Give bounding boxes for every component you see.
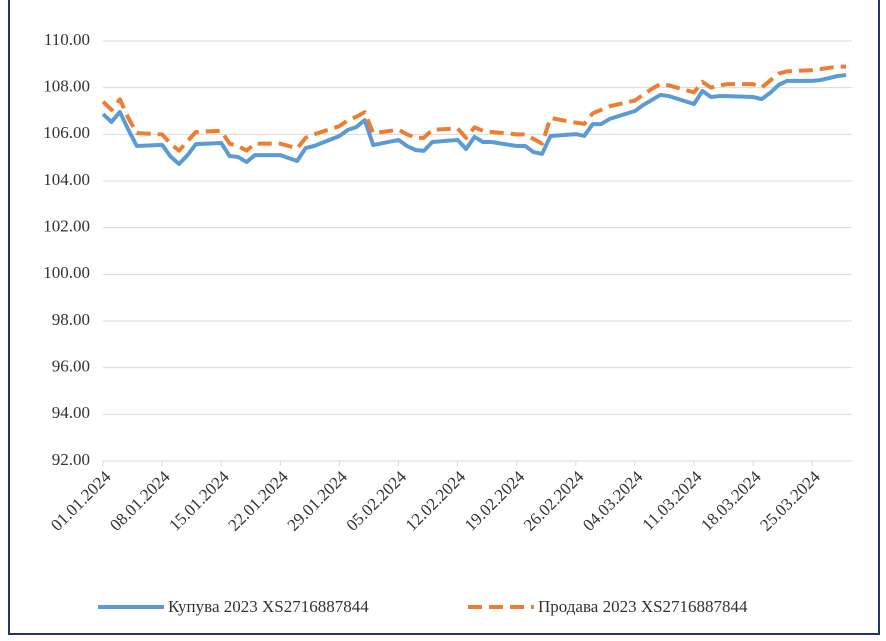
y-tick-label: 96.00 <box>52 357 90 376</box>
x-tick-label: 11.03.2024 <box>639 467 706 534</box>
x-tick-label: 26.02.2024 <box>520 467 588 535</box>
x-tick-label: 22.01.2024 <box>224 467 292 535</box>
y-tick-label: 108.00 <box>43 77 90 96</box>
y-tick-label: 94.00 <box>52 403 90 422</box>
x-tick-label: 12.02.2024 <box>402 467 470 535</box>
x-tick-label: 01.01.2024 <box>47 467 115 535</box>
series-line <box>101 73 847 166</box>
legend-label: Купува 2023 XS2716887844 <box>168 597 369 616</box>
chart-frame <box>8 0 880 635</box>
y-tick-label: 106.00 <box>43 123 90 142</box>
legend-label: Продава 2023 XS2716887844 <box>538 597 748 616</box>
y-tick-label: 110.00 <box>44 30 90 49</box>
x-tick-label: 15.01.2024 <box>165 467 233 535</box>
x-tick-label: 29.01.2024 <box>283 467 351 535</box>
y-tick-label: 104.00 <box>43 170 90 189</box>
y-tick-label: 102.00 <box>43 217 90 236</box>
x-tick-label: 04.03.2024 <box>579 467 647 535</box>
x-tick-label: 05.02.2024 <box>343 467 411 535</box>
series-line <box>101 64 846 153</box>
y-tick-label: 100.00 <box>43 263 90 282</box>
x-tick-label: 19.02.2024 <box>461 467 529 535</box>
y-tick-label: 98.00 <box>52 310 90 329</box>
x-tick-label: 25.03.2024 <box>756 467 824 535</box>
y-tick-label: 92.00 <box>52 450 90 469</box>
x-tick-label: 18.03.2024 <box>697 467 765 535</box>
x-tick-label: 08.01.2024 <box>106 467 174 535</box>
